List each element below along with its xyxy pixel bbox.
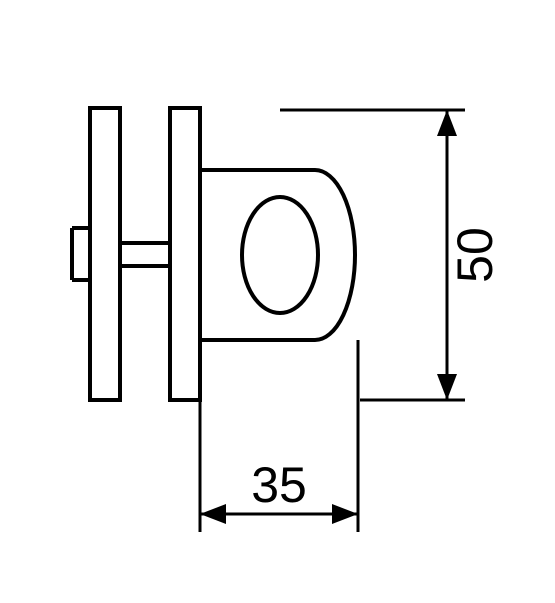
plate-left [90, 108, 120, 400]
dimension-vertical-label: 50 [447, 227, 503, 283]
dimension-horizontal-label: 35 [251, 457, 307, 513]
plate-right [170, 108, 200, 400]
knob-inner-ellipse [242, 197, 318, 313]
technical-drawing: 35 50 [0, 0, 555, 603]
